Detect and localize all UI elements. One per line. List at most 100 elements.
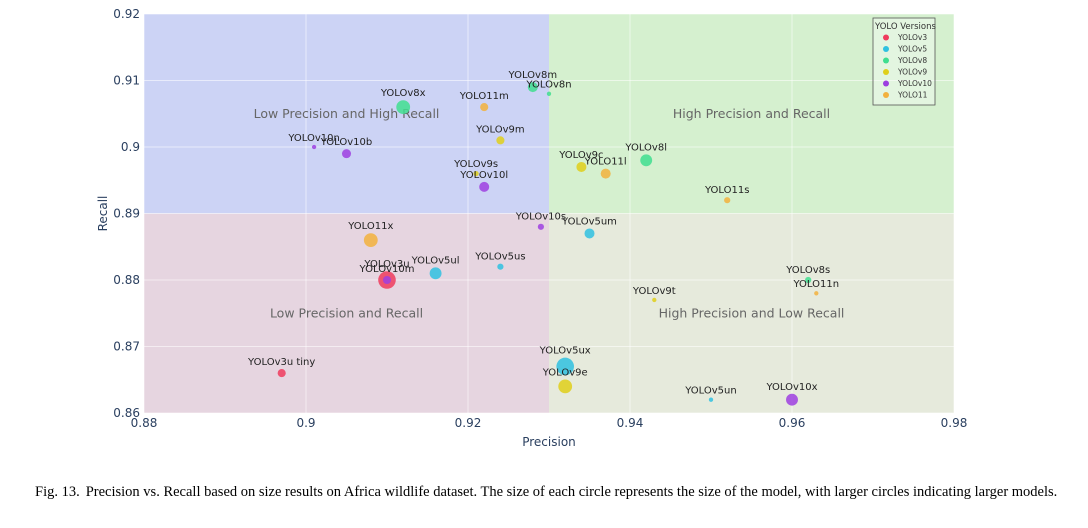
point-yolo11x[interactable] <box>363 233 378 248</box>
point-yolov10x[interactable] <box>786 393 798 406</box>
x-axis-title: Precision <box>522 435 576 449</box>
point-yolov8x[interactable] <box>396 100 411 114</box>
point-yolov8n[interactable] <box>546 91 552 96</box>
legend-label-yolov9[interactable]: YOLOv9 <box>897 68 927 77</box>
point-label-yolov9s: YOLOv9s <box>453 159 498 170</box>
y-tick-label: 0.92 <box>113 7 140 21</box>
point-label-yolov8l: YOLOv8l <box>624 142 667 153</box>
x-tick-label: 0.96 <box>779 416 806 430</box>
y-tick-label: 0.87 <box>113 340 140 354</box>
point-yolo11m[interactable] <box>480 103 489 112</box>
caption-label: Fig. 13. <box>35 484 80 500</box>
point-label-yolov8x: YOLOv8x <box>380 88 426 99</box>
quadrant-high-precision-and-low-recall <box>549 213 954 413</box>
point-label-yolov10b: YOLOv10b <box>320 137 373 148</box>
point-label-yolov3u: YOLOv3u <box>363 259 409 270</box>
legend-marker-yolov9 <box>883 69 889 75</box>
point-yolov5un[interactable] <box>708 397 714 402</box>
grid-lines <box>143 13 955 414</box>
point-yolov9s[interactable] <box>473 170 479 177</box>
point-label-yolov10m: YOLOv10m <box>359 264 415 275</box>
point-yolov8m[interactable] <box>527 82 538 93</box>
point-yolov5ux[interactable] <box>556 357 574 376</box>
x-tick-label: 0.98 <box>941 416 968 430</box>
point-yolov8l[interactable] <box>640 154 653 167</box>
point-label-yolov5um: YOLOv5um <box>561 216 617 227</box>
y-tick-label: 0.88 <box>113 273 140 287</box>
legend-label-yolov10[interactable]: YOLOv10 <box>897 79 932 88</box>
point-label-yolov3u-tiny: YOLOv3u tiny <box>247 357 315 368</box>
point-yolov10l[interactable] <box>479 181 490 192</box>
legend-label-yolov3[interactable]: YOLOv3 <box>897 33 927 42</box>
point-labels: YOLOv3u YOLOv5ux YOLOv8x YOLOv9e YOLO11x YOLO… <box>247 70 839 396</box>
point-label-yolov5us: YOLOv5us <box>474 252 525 263</box>
point-yolo11s[interactable] <box>724 197 731 204</box>
point-label-yolo11l: YOLO11l <box>584 157 627 168</box>
y-tick-label: 0.89 <box>113 207 140 221</box>
point-yolov9m[interactable] <box>496 136 505 145</box>
point-yolo11n[interactable] <box>814 291 819 296</box>
x-tick-label: 0.9 <box>296 416 315 430</box>
x-tick-label: 0.94 <box>617 416 644 430</box>
point-yolov10n[interactable] <box>311 144 317 150</box>
x-tick-label: 0.92 <box>455 416 482 430</box>
point-label-yolov9e: YOLOv9e <box>542 368 588 379</box>
y-tick-label: 0.91 <box>113 74 140 88</box>
quadrant-label: Low Precision and Recall <box>270 305 423 320</box>
quadrant-label: High Precision and Recall <box>673 106 830 121</box>
data-points <box>277 82 819 406</box>
point-label-yolov8m: YOLOv8m <box>508 70 558 81</box>
point-label-yolov8n: YOLOv8n <box>525 80 571 91</box>
point-label-yolov10n: YOLOv10n <box>287 133 340 144</box>
quadrant-low-precision-and-recall <box>144 213 549 413</box>
point-yolov3u-tiny[interactable] <box>277 369 286 378</box>
point-yolov10s[interactable] <box>537 223 545 230</box>
point-yolov5ul[interactable] <box>429 267 442 280</box>
point-label-yolov8s: YOLOv8s <box>785 265 830 276</box>
point-yolov5us[interactable] <box>497 263 504 270</box>
y-tick-label: 0.9 <box>121 140 140 154</box>
point-label-yolov5un: YOLOv5un <box>684 386 736 397</box>
point-yolov5um[interactable] <box>584 228 595 239</box>
legend-label-yolov8[interactable]: YOLOv8 <box>897 56 927 65</box>
caption-text: Precision vs. Recall based on size resul… <box>85 484 1058 500</box>
legend-marker-yolov5 <box>883 46 889 52</box>
y-tick-label: 0.86 <box>113 406 140 420</box>
point-label-yolov9t: YOLOv9t <box>632 286 676 297</box>
point-yolov9t[interactable] <box>652 297 657 303</box>
quadrant-low-precision-and-high-recall <box>144 14 549 214</box>
point-yolov9c[interactable] <box>576 161 587 172</box>
y-axis-title: Recall <box>96 196 110 232</box>
point-label-yolov9c: YOLOv9c <box>558 150 603 161</box>
x-tick-label: 0.88 <box>131 416 158 430</box>
point-label-yolo11m: YOLO11m <box>459 91 509 102</box>
point-label-yolov5ul: YOLOv5ul <box>411 255 460 266</box>
point-yolov9e[interactable] <box>558 379 573 394</box>
point-yolov10b[interactable] <box>341 149 352 159</box>
legend-label-yolo11[interactable]: YOLO11 <box>897 91 928 100</box>
point-yolov10m[interactable] <box>382 275 392 285</box>
quadrant-label: High Precision and Low Recall <box>659 305 845 320</box>
legend-marker-yolov3 <box>883 34 889 41</box>
point-label-yolov10l: YOLOv10l <box>459 170 508 181</box>
legend-marker-yolov8 <box>883 57 889 64</box>
legend-label-yolov5[interactable]: YOLOv5 <box>897 45 927 54</box>
quadrant-labels: Low Precision and High Recall High Precis… <box>254 106 845 321</box>
point-label-yolo11x: YOLO11x <box>347 221 393 232</box>
point-label-yolo11s: YOLO11s <box>704 185 749 196</box>
point-label-yolov10s: YOLOv10s <box>515 212 566 223</box>
legend-marker-yolo11 <box>883 92 889 98</box>
precision-recall-chart: Low Precision and High Recall High Precis… <box>96 7 967 449</box>
point-label-yolov10x: YOLOv10x <box>765 382 817 393</box>
point-label-yolov5ux: YOLOv5ux <box>539 346 591 357</box>
point-label-yolov9m: YOLOv9m <box>475 124 525 135</box>
legend-marker-yolov10 <box>883 80 889 87</box>
point-yolov8s[interactable] <box>805 276 812 284</box>
legend-title: YOLO Versions <box>874 22 936 32</box>
axes: 0.88 0.9 0.92 0.94 0.96 0.98 0.86 0.87 0.88 0.89 0… <box>96 7 967 449</box>
point-yolo11l[interactable] <box>600 168 611 179</box>
figure-caption: Fig. 13. Precision vs. Recall based on si… <box>35 484 1065 501</box>
point-label-yolo11n: YOLO11n <box>793 279 840 290</box>
quadrant-label: Low Precision and High Recall <box>254 106 440 121</box>
